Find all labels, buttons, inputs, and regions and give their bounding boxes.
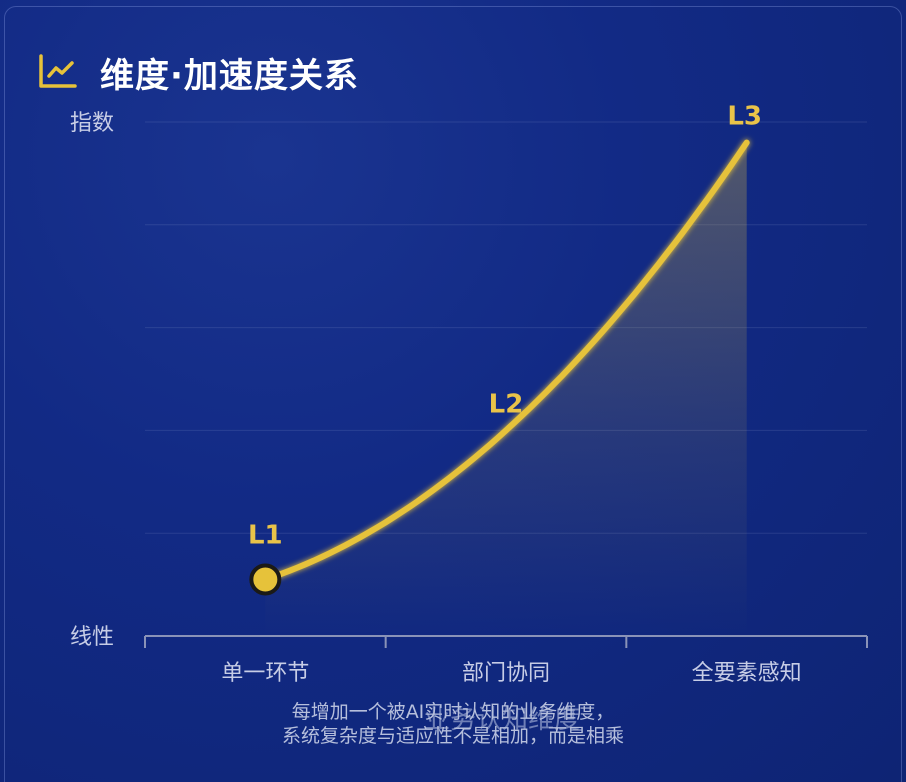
point-label-l2: L2: [489, 389, 524, 419]
card-border: [4, 6, 902, 782]
start-point-marker: [249, 563, 282, 596]
x-tick-label: 单一环节: [221, 661, 309, 686]
panel-header: 维度·加速度关系: [38, 48, 359, 96]
series-curve: [262, 139, 750, 583]
footnote-line-2: 系统复杂度与适应性不是相加，而是相乘: [281, 725, 624, 747]
area-fill: [265, 142, 747, 636]
line-chart-icon: [39, 54, 77, 88]
x-tick-label: 部门协同: [462, 661, 550, 686]
point-label-l3: L3: [727, 102, 762, 132]
chart-marks: 线性 指数 L1 L2 L3: [70, 102, 762, 650]
panel-title: 维度·加速度关系: [100, 55, 359, 96]
footnote-line-1: 每增加一个被AI实时认知的业务维度，: [291, 701, 615, 723]
y-tick-label: 线性: [70, 625, 114, 650]
y-tick-label: 指数: [70, 111, 114, 136]
x-tick-label: 全要素感知: [692, 661, 802, 686]
point-label-l1: L1: [248, 520, 283, 550]
x-axis-title: 业务认知维度: [424, 705, 580, 735]
